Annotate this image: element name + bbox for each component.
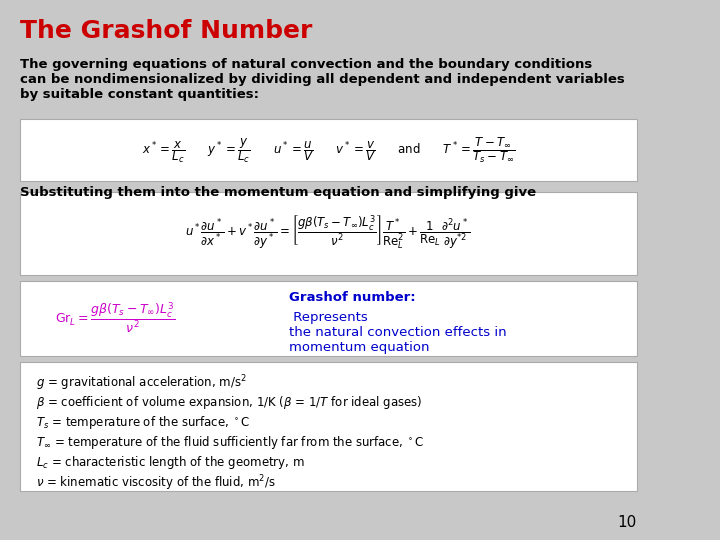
Text: $\nu$ = kinematic viscosity of the fluid, m$^2$/s: $\nu$ = kinematic viscosity of the fluid… [36, 474, 276, 493]
Text: $g$ = gravitational acceleration, m/s$^2$: $g$ = gravitational acceleration, m/s$^2… [36, 374, 247, 393]
Bar [19, 281, 636, 356]
Text: 10: 10 [618, 515, 636, 530]
Bar [19, 362, 636, 491]
Text: $x^* = \dfrac{x}{L_c} \qquad y^* = \dfrac{y}{L_c} \qquad u^* = \dfrac{u}{V} \qqu: $x^* = \dfrac{x}{L_c} \qquad y^* = \dfra… [142, 135, 515, 165]
Text: Substituting them into the momentum equation and simplifying give: Substituting them into the momentum equa… [19, 186, 536, 199]
Text: Represents
the natural convection effects in
momentum equation: Represents the natural convection effect… [289, 310, 506, 354]
Text: $\mathrm{Gr}_L = \dfrac{g\beta(T_s - T_\infty)L_c^3}{\nu^2}$: $\mathrm{Gr}_L = \dfrac{g\beta(T_s - T_\… [55, 301, 175, 336]
Text: $\beta$ = coefficient of volume expansion, 1/K ($\beta$ = 1/$T$ for ideal gases): $\beta$ = coefficient of volume expansio… [36, 394, 423, 410]
Text: The governing equations of natural convection and the boundary conditions
can be: The governing equations of natural conve… [19, 58, 624, 101]
Text: $T_s$ = temperature of the surface, $^\circ$C: $T_s$ = temperature of the surface, $^\c… [36, 414, 251, 430]
Text: Grashof number:: Grashof number: [289, 291, 415, 303]
Text: $u^* \dfrac{\partial u^*}{\partial x^*} + v^* \dfrac{\partial u^*}{\partial y^*}: $u^* \dfrac{\partial u^*}{\partial x^*} … [186, 214, 471, 252]
Text: $T_\infty$ = temperature of the fluid sufficiently far from the surface, $^\circ: $T_\infty$ = temperature of the fluid su… [36, 434, 425, 450]
Bar [19, 119, 636, 181]
Text: The Grashof Number: The Grashof Number [19, 19, 312, 43]
Text: $L_c$ = characteristic length of the geometry, m: $L_c$ = characteristic length of the geo… [36, 454, 305, 470]
Bar [19, 192, 636, 275]
